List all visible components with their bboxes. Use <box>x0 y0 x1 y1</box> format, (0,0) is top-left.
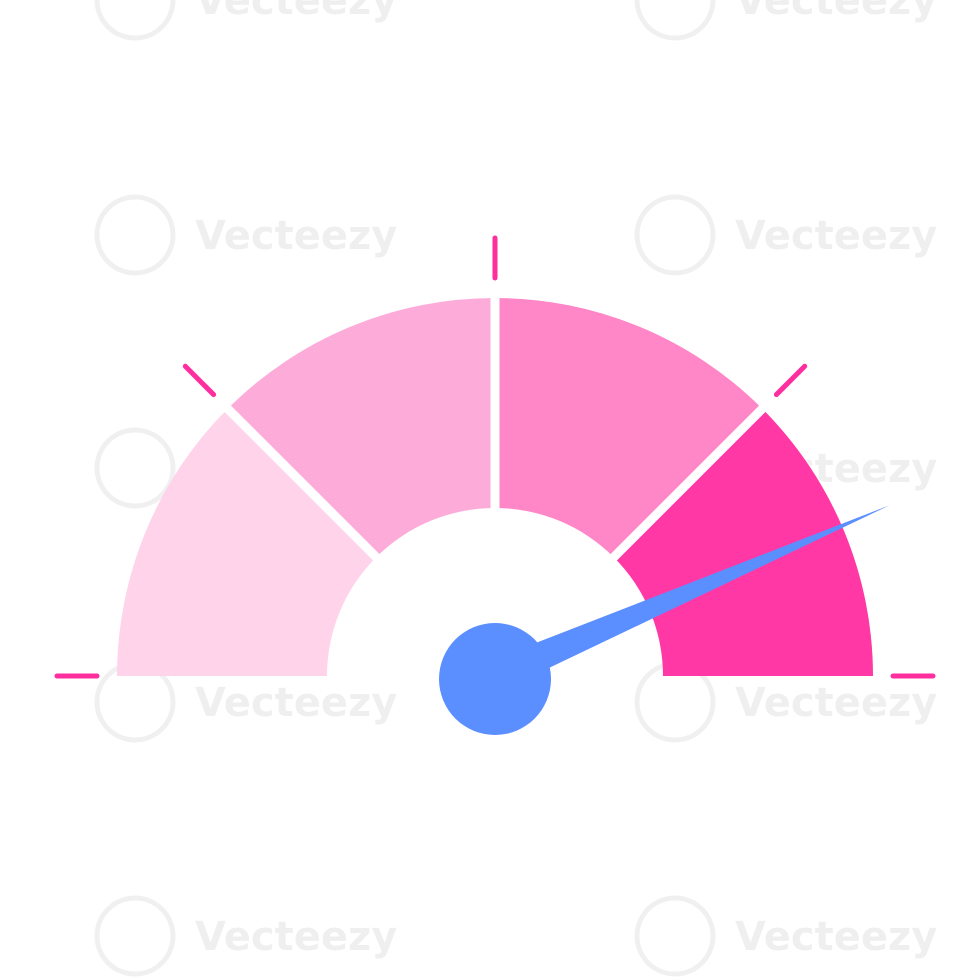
gauge-segment-1 <box>117 408 377 676</box>
watermark-logo <box>634 194 716 276</box>
watermark-logo <box>94 0 176 41</box>
watermark-logo <box>94 895 176 977</box>
watermark-text: Vecteezy <box>195 0 397 24</box>
gauge-segments <box>117 298 874 676</box>
watermark-text: Vecteezy <box>195 914 397 960</box>
watermark-text: Vecteezy <box>195 213 397 259</box>
gauge-tick-2 <box>182 363 217 398</box>
watermark-logo <box>94 194 176 276</box>
gauge-segment-2 <box>227 298 496 558</box>
needle-hub <box>439 623 551 735</box>
gauge-divider-3 <box>607 402 769 564</box>
watermark-text: Vecteezy <box>735 0 937 24</box>
watermark-text: Vecteezy <box>735 914 937 960</box>
gauge-divider-1 <box>221 402 383 564</box>
gauge-tick-4 <box>773 363 808 398</box>
gauge-needle <box>439 505 890 735</box>
gauge-ticks <box>54 235 936 679</box>
gauge-segment-3 <box>495 298 763 558</box>
watermark-logo <box>634 0 716 41</box>
watermark-text: Vecteezy <box>735 213 937 259</box>
watermark-logo <box>634 895 716 977</box>
gauge-segment-4 <box>613 408 874 676</box>
gauge-dividers <box>221 294 769 564</box>
watermark-logo <box>94 427 176 509</box>
watermark-text: Vecteezy <box>195 680 397 726</box>
needle-pointer <box>488 505 890 691</box>
watermark-text: Vecteezy <box>735 680 937 726</box>
